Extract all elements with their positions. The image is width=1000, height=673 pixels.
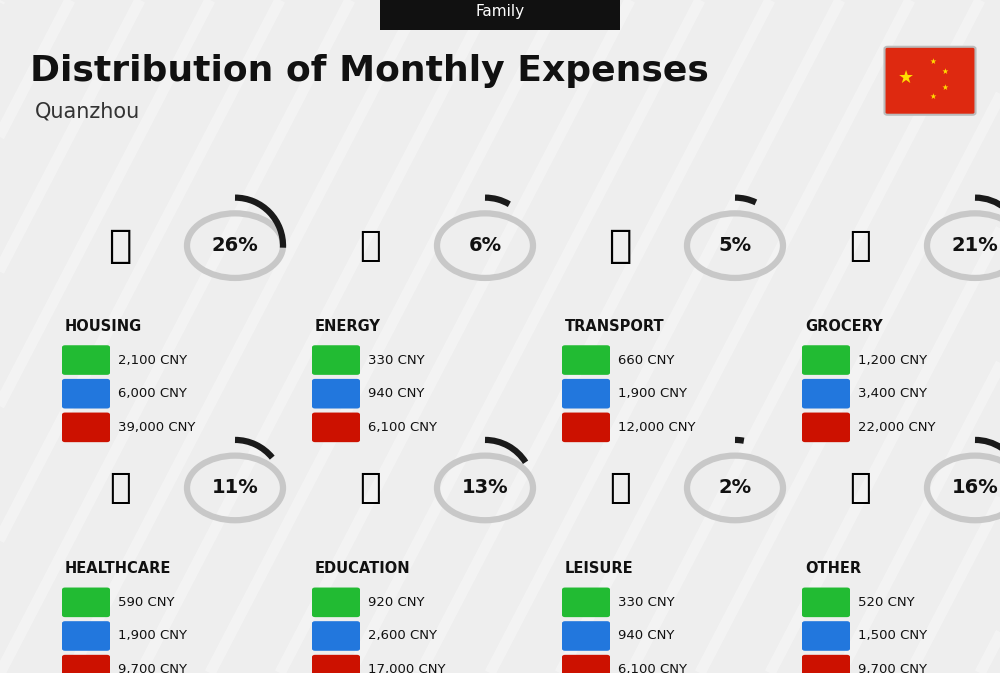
Text: 🏢: 🏢 [108,227,132,264]
Text: 590 CNY: 590 CNY [118,596,175,609]
Text: AVG: AVG [573,389,599,398]
Text: 5%: 5% [718,236,752,255]
Text: AVG: AVG [323,631,349,641]
Text: MIN: MIN [74,598,98,607]
Text: 6%: 6% [468,236,502,255]
Text: 1,900 CNY: 1,900 CNY [118,629,187,643]
Text: 9,700 CNY: 9,700 CNY [858,663,927,673]
Text: 6,000 CNY: 6,000 CNY [118,387,187,400]
Text: AVG: AVG [573,631,599,641]
Text: 2%: 2% [718,479,752,497]
Text: 3,400 CNY: 3,400 CNY [858,387,927,400]
FancyBboxPatch shape [380,0,620,30]
Text: AVG: AVG [813,631,839,641]
Text: GROCERY: GROCERY [805,319,883,334]
Text: 660 CNY: 660 CNY [618,353,674,367]
Text: Quanzhou: Quanzhou [35,101,140,121]
Text: ★: ★ [942,67,949,75]
Text: 6,100 CNY: 6,100 CNY [368,421,437,434]
Text: AVG: AVG [323,389,349,398]
Text: 2,600 CNY: 2,600 CNY [368,629,437,643]
Text: ★: ★ [942,83,949,92]
Text: 39,000 CNY: 39,000 CNY [118,421,195,434]
Text: 940 CNY: 940 CNY [368,387,424,400]
Text: MAX: MAX [72,423,100,432]
Text: HEALTHCARE: HEALTHCARE [65,561,171,576]
Text: 🛍: 🛍 [609,471,631,505]
Text: 22,000 CNY: 22,000 CNY [858,421,936,434]
Text: MAX: MAX [572,665,600,673]
Text: 17,000 CNY: 17,000 CNY [368,663,446,673]
Text: MAX: MAX [72,665,100,673]
Text: AVG: AVG [813,389,839,398]
Text: 9,700 CNY: 9,700 CNY [118,663,187,673]
Text: EDUCATION: EDUCATION [315,561,411,576]
Text: 🎓: 🎓 [359,471,381,505]
Text: 12,000 CNY: 12,000 CNY [618,421,696,434]
Text: 🚌: 🚌 [608,227,632,264]
Text: MAX: MAX [572,423,600,432]
Text: LEISURE: LEISURE [565,561,634,576]
Text: MIN: MIN [324,355,348,365]
Text: AVG: AVG [73,389,99,398]
Text: MIN: MIN [74,355,98,365]
Text: ★: ★ [929,57,936,66]
Text: 920 CNY: 920 CNY [368,596,424,609]
Text: TRANSPORT: TRANSPORT [565,319,665,334]
Text: 940 CNY: 940 CNY [618,629,674,643]
Text: HOUSING: HOUSING [65,319,142,334]
Text: 💊: 💊 [109,471,131,505]
Text: 11%: 11% [212,479,258,497]
Text: 26%: 26% [212,236,258,255]
Text: 16%: 16% [952,479,998,497]
Text: MAX: MAX [812,665,840,673]
Text: Family: Family [475,4,525,20]
Text: MAX: MAX [322,423,350,432]
Text: MAX: MAX [812,423,840,432]
Text: 520 CNY: 520 CNY [858,596,915,609]
Text: 330 CNY: 330 CNY [368,353,425,367]
FancyBboxPatch shape [885,47,976,114]
Text: 6,100 CNY: 6,100 CNY [618,663,687,673]
Text: ★: ★ [898,69,914,87]
Text: AVG: AVG [73,631,99,641]
Text: MAX: MAX [322,665,350,673]
Text: 💼: 💼 [849,471,871,505]
Text: ENERGY: ENERGY [315,319,381,334]
Text: 🛒: 🛒 [849,229,871,262]
Text: MIN: MIN [814,598,838,607]
Text: MIN: MIN [574,355,598,365]
Text: OTHER: OTHER [805,561,861,576]
Text: MIN: MIN [324,598,348,607]
Text: 330 CNY: 330 CNY [618,596,675,609]
Text: MIN: MIN [574,598,598,607]
Text: ★: ★ [929,92,936,101]
Text: 1,900 CNY: 1,900 CNY [618,387,687,400]
Text: 21%: 21% [952,236,998,255]
Text: 2,100 CNY: 2,100 CNY [118,353,187,367]
Text: Distribution of Monthly Expenses: Distribution of Monthly Expenses [30,54,709,87]
Text: MIN: MIN [814,355,838,365]
Text: 13%: 13% [462,479,508,497]
Text: 🔌: 🔌 [359,229,381,262]
Text: 1,500 CNY: 1,500 CNY [858,629,927,643]
Text: 1,200 CNY: 1,200 CNY [858,353,927,367]
